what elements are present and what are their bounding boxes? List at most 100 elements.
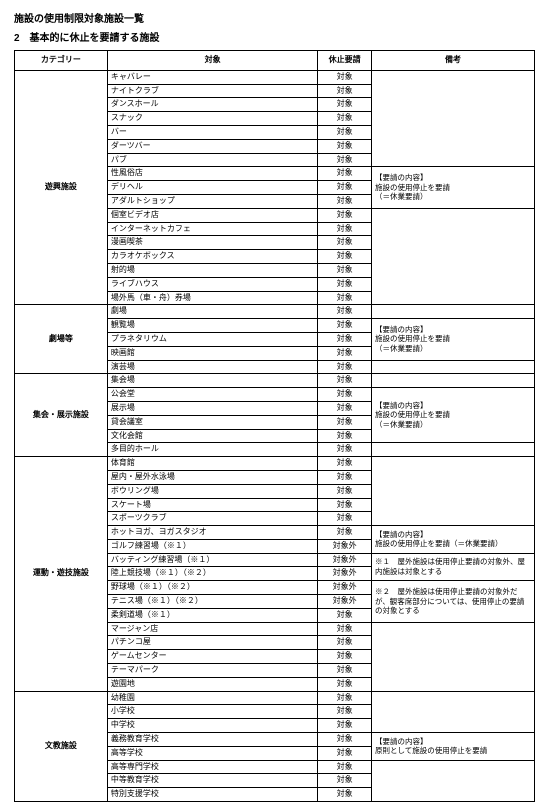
request-cell: 対象外 (318, 581, 372, 595)
target-cell: 柔剣道場（※１） (107, 608, 317, 622)
note-cell (371, 70, 534, 167)
target-cell: 射的場 (107, 263, 317, 277)
request-cell: 対象 (318, 139, 372, 153)
request-cell: 対象 (318, 484, 372, 498)
note-cell: 【要請の内容】施設の使用停止を要請（＝休業要請） (371, 167, 534, 208)
col-category: カテゴリー (15, 51, 108, 71)
target-cell: アダルトショップ (107, 194, 317, 208)
col-note: 備考 (371, 51, 534, 71)
request-cell: 対象 (318, 691, 372, 705)
target-cell: 性風俗店 (107, 167, 317, 181)
table-row: 集会・展示施設集会場対象 (15, 374, 535, 388)
target-cell: スケート場 (107, 498, 317, 512)
target-cell: ゲームセンター (107, 650, 317, 664)
request-cell: 対象外 (318, 595, 372, 609)
request-cell: 対象 (318, 319, 372, 333)
request-cell: 対象 (318, 360, 372, 374)
page-title-main: 施設の使用制限対象施設一覧 (14, 10, 535, 25)
target-cell: マージャン店 (107, 622, 317, 636)
target-cell: テーマパーク (107, 664, 317, 678)
note-cell (371, 443, 534, 457)
target-cell: ボウリング場 (107, 484, 317, 498)
note-cell (371, 622, 534, 691)
target-cell: パブ (107, 153, 317, 167)
target-cell: スポーツクラブ (107, 512, 317, 526)
col-target: 対象 (107, 51, 317, 71)
category-cell: 遊興施設 (15, 70, 108, 305)
note-cell: 【要請の内容】施設の使用停止を要請（＝休業要請） (371, 526, 534, 554)
table-row: 運動・遊技施設体育館対象 (15, 457, 535, 471)
target-cell: 体育館 (107, 457, 317, 471)
note-cell: 【要請の内容】施設の使用停止を要請（＝休業要請） (371, 319, 534, 360)
col-request: 休止要請 (318, 51, 372, 71)
table-header-row: カテゴリー 対象 休止要請 備考 (15, 51, 535, 71)
request-cell: 対象 (318, 250, 372, 264)
target-cell: ダーツバー (107, 139, 317, 153)
target-cell: 陸上競技場（※１）（※２） (107, 567, 317, 581)
note-cell (371, 208, 534, 305)
request-cell: 対象 (318, 636, 372, 650)
target-cell: プラネタリウム (107, 332, 317, 346)
request-cell: 対象 (318, 388, 372, 402)
target-cell: キャバレー (107, 70, 317, 84)
request-cell: 対象 (318, 760, 372, 774)
target-cell: 展示場 (107, 401, 317, 415)
note-cell: 【要請の内容】原則として施設の使用停止を要請 (371, 733, 534, 761)
request-cell: 対象外 (318, 567, 372, 581)
request-cell: 対象 (318, 415, 372, 429)
request-cell: 対象 (318, 153, 372, 167)
request-cell: 対象 (318, 788, 372, 802)
target-cell: テニス場（※１）（※２） (107, 595, 317, 609)
target-cell: 映画館 (107, 346, 317, 360)
page-title-sub: 2 基本的に休止を要請する施設 (14, 29, 535, 44)
request-cell: 対象 (318, 236, 372, 250)
request-cell: 対象 (318, 84, 372, 98)
note-cell: ※２ 屋外施設は使用停止要請の対象外だが、観客席部分については、使用停止の要請の… (371, 581, 534, 622)
request-cell: 対象 (318, 194, 372, 208)
note-cell (371, 457, 534, 526)
request-cell: 対象 (318, 457, 372, 471)
target-cell: 幼稚園 (107, 691, 317, 705)
target-cell: デリヘル (107, 181, 317, 195)
category-cell: 運動・遊技施設 (15, 457, 108, 692)
note-cell: ※１ 屋外施設は使用停止要請の対象外、屋内施設は対象とする (371, 553, 534, 581)
target-cell: 集会場 (107, 374, 317, 388)
target-cell: スナック (107, 112, 317, 126)
target-cell: ライブハウス (107, 277, 317, 291)
target-cell: ダンスホール (107, 98, 317, 112)
note-cell (371, 360, 534, 374)
request-cell: 対象 (318, 677, 372, 691)
request-cell: 対象外 (318, 553, 372, 567)
request-cell: 対象 (318, 305, 372, 319)
target-cell: 野球場（※１）（※２） (107, 581, 317, 595)
target-cell: 遊園地 (107, 677, 317, 691)
request-cell: 対象 (318, 443, 372, 457)
target-cell: 高等学校 (107, 746, 317, 760)
request-cell: 対象 (318, 705, 372, 719)
request-cell: 対象 (318, 664, 372, 678)
request-cell: 対象 (318, 374, 372, 388)
note-cell (371, 691, 534, 732)
target-cell: ホットヨガ、ヨガスタジオ (107, 526, 317, 540)
target-cell: 中等教育学校 (107, 774, 317, 788)
request-cell: 対象 (318, 512, 372, 526)
target-cell: カラオケボックス (107, 250, 317, 264)
request-cell: 対象 (318, 608, 372, 622)
note-cell (371, 305, 534, 319)
target-cell: 特別支援学校 (107, 788, 317, 802)
request-cell: 対象 (318, 346, 372, 360)
target-cell: パチンコ屋 (107, 636, 317, 650)
note-cell (371, 374, 534, 388)
table-row: 劇場等劇場対象 (15, 305, 535, 319)
request-cell: 対象 (318, 181, 372, 195)
target-cell: バッティング練習場（※１） (107, 553, 317, 567)
target-cell: 高等専門学校 (107, 760, 317, 774)
request-cell: 対象 (318, 125, 372, 139)
request-cell: 対象 (318, 650, 372, 664)
target-cell: 文化会館 (107, 429, 317, 443)
request-cell: 対象 (318, 401, 372, 415)
request-cell: 対象 (318, 733, 372, 747)
request-cell: 対象 (318, 98, 372, 112)
category-cell: 集会・展示施設 (15, 374, 108, 457)
request-cell: 対象 (318, 167, 372, 181)
